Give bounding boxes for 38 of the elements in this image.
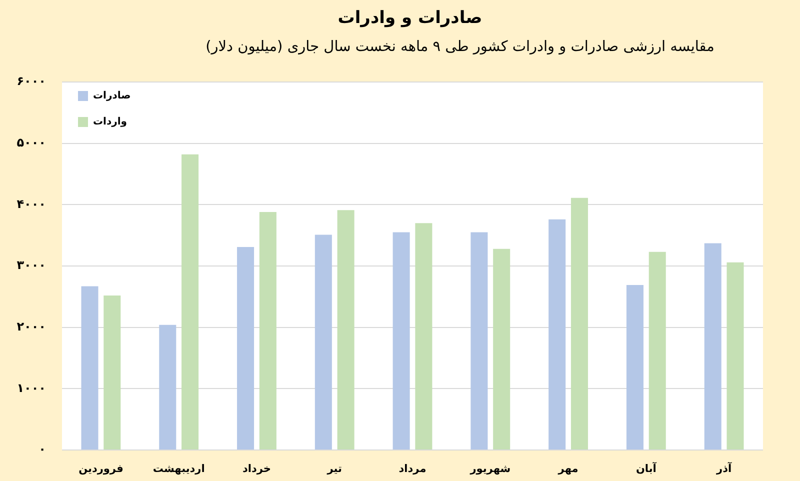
bar [314, 234, 332, 450]
x-tick-label: شهریور [469, 463, 511, 476]
x-tick-label: مرداد [398, 463, 426, 476]
bar [237, 246, 254, 450]
bar [626, 285, 644, 450]
x-tick-label: اردیبهشت [152, 463, 205, 476]
legend-label: صادرات [93, 90, 131, 102]
bar [337, 210, 354, 450]
bar [570, 198, 588, 450]
y-tick-label: ۰ [38, 442, 46, 456]
y-tick-label: ۴۰۰۰ [16, 196, 46, 211]
x-tick-label: آذر [716, 461, 732, 476]
bar [648, 252, 666, 450]
bar [104, 295, 121, 450]
y-tick-label: ۱۰۰۰ [16, 380, 46, 395]
bar [726, 262, 744, 450]
y-tick-label: ۵۰۰۰ [16, 135, 46, 150]
chart-title: صادرات و وادرات [336, 7, 484, 30]
bar [259, 212, 276, 450]
chart-subtitle: مقایسه ارزشی صادرات و وادرات کشور طی ۹ ماهه نخست سال جاری (میلیون دلار) [204, 38, 716, 57]
bar [470, 232, 488, 450]
bar [159, 324, 176, 450]
x-tick-label: مهر [557, 463, 578, 476]
bar [182, 154, 199, 450]
bar [81, 286, 98, 450]
y-tick-label: ۲۰۰۰ [16, 319, 46, 334]
y-tick-label: ۶۰۰۰ [16, 74, 46, 88]
x-tick-label: خرداد [242, 463, 271, 476]
bar [392, 232, 410, 450]
x-tick-label: فروردین [78, 463, 124, 476]
bar [548, 219, 566, 450]
x-tick-label: تیر [326, 463, 342, 476]
bar [493, 248, 510, 450]
x-tick-label: آبان [636, 461, 657, 476]
bar [415, 223, 432, 450]
y-tick-label: ۳۰۰۰ [16, 258, 46, 272]
legend-label: واردات [93, 116, 128, 128]
bar [704, 243, 722, 450]
